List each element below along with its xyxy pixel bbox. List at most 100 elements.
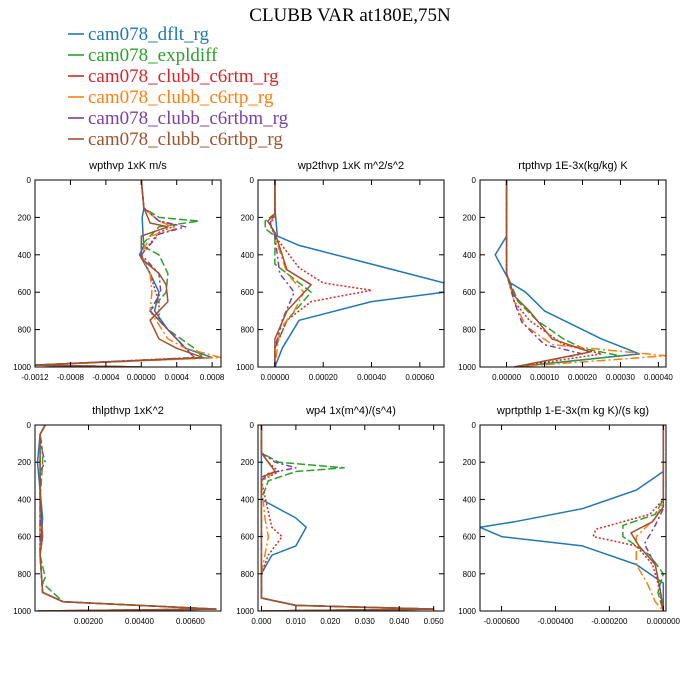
y-tick-label: 800 [241, 570, 255, 579]
panel-2: wp2thvp 1xK m^2/s^2 0 200 400 600 800 1000 0.00… [236, 160, 445, 382]
plot-frame [34, 424, 222, 612]
series-line-1 [480, 425, 665, 611]
panel-title: wprtpthlp 1-E-3x(m kg K)/(s kg) [496, 405, 649, 417]
series-line-4 [635, 425, 665, 611]
series-line-2 [37, 425, 217, 611]
y-tick-label: 800 [241, 326, 255, 335]
x-tick-label: 0.00030 [606, 373, 635, 382]
plot-frame [34, 179, 222, 368]
y-tick-label: 600 [463, 533, 477, 542]
y-tick-label: 200 [463, 213, 477, 222]
plot-frame [257, 179, 445, 368]
panel-3: rtpthvp 1E-3x(kg/kg) K 0 200 400 600 800 1000 0… [458, 160, 673, 382]
y-tick-label: 600 [18, 533, 32, 542]
plot-frame [257, 424, 445, 612]
y-tick-label: 0 [250, 421, 255, 430]
figure-title: CLUBB VAR at180E,75N [249, 5, 451, 26]
y-tick-label: 800 [18, 570, 32, 579]
y-tick-label: 600 [463, 288, 477, 297]
x-tick-label: 0.0004 [164, 373, 189, 382]
legend-entry: cam078_expldiff [68, 45, 218, 66]
series-line-3 [592, 425, 665, 611]
x-tick-label: 0.00000 [127, 373, 156, 382]
y-tick-label: 200 [241, 458, 255, 467]
legend-label: cam078_expldiff [88, 45, 218, 66]
y-tick-label: 0 [250, 176, 255, 185]
series-line-2 [264, 180, 312, 367]
x-tick-label: 0.00200 [74, 617, 103, 626]
legend-label: cam078_clubb_c6rtm_rg [88, 66, 279, 87]
x-tick-label: -0.000200 [591, 617, 628, 626]
y-tick-label: 400 [463, 495, 477, 504]
y-tick-label: 400 [241, 495, 255, 504]
x-tick-label: 0.0008 [200, 373, 225, 382]
series-line-5 [269, 180, 295, 367]
x-tick-label: -0.0008 [57, 373, 85, 382]
series-line-2 [622, 425, 665, 611]
y-tick-label: 200 [18, 213, 32, 222]
series-line-2 [260, 425, 435, 611]
x-tick-label: 0.020 [320, 617, 341, 626]
y-tick-label: 1000 [236, 363, 254, 372]
y-tick-label: 800 [463, 326, 477, 335]
x-tick-label: -0.000600 [484, 617, 521, 626]
y-tick-label: 0 [27, 176, 32, 185]
series-line-6 [35, 180, 205, 367]
x-tick-label: -0.0012 [21, 373, 49, 382]
panel-title: thlpthvp 1xK^2 [92, 405, 164, 417]
series-line-4 [505, 180, 666, 367]
y-tick-label: 0 [27, 421, 32, 430]
x-tick-label: 0.050 [424, 617, 445, 626]
x-tick-label: 0.00040 [357, 373, 386, 382]
legend-label: cam078_clubb_c6rtp_rg [88, 87, 274, 108]
series-line-2 [505, 180, 622, 367]
legend-label: cam078_dflt_rg [88, 24, 210, 45]
y-tick-label: 800 [18, 326, 32, 335]
y-tick-label: 0 [472, 421, 477, 430]
y-tick-label: 1000 [13, 607, 31, 616]
x-tick-label: 0.00060 [405, 373, 434, 382]
series-line-6 [266, 180, 312, 367]
series-line-5 [37, 425, 217, 611]
y-tick-label: 1000 [13, 363, 31, 372]
legend-entry: cam078_dflt_rg [68, 24, 210, 45]
panel-title: wp4 1x(m^4)/(s^4) [305, 405, 396, 417]
y-tick-label: 0 [472, 176, 477, 185]
y-tick-label: 800 [463, 570, 477, 579]
series-line-1 [36, 425, 217, 611]
series-line-3 [269, 180, 373, 367]
series-line-3 [35, 180, 196, 367]
x-tick-label: 0.00020 [309, 373, 338, 382]
y-tick-label: 400 [18, 495, 32, 504]
panel-4: thlpthvp 1xK^2 0 200 400 600 800 1000 0.00200 0.… [13, 405, 222, 626]
y-tick-label: 1000 [458, 607, 476, 616]
x-tick-label: 0.00040 [644, 373, 673, 382]
series-line-5 [260, 425, 435, 611]
plot-frame [479, 179, 667, 368]
panel-title: rtpthvp 1E-3x(kg/kg) K [518, 160, 628, 172]
legend-entry: cam078_clubb_c6rtm_rg [68, 66, 279, 87]
plot-frame [479, 424, 667, 612]
series-line-4 [37, 425, 217, 611]
series-line-2 [35, 180, 205, 367]
y-tick-label: 600 [241, 288, 255, 297]
y-tick-label: 400 [241, 251, 255, 260]
series-line-4 [35, 180, 221, 367]
legend-entry: cam078_clubb_c6rtp_rg [68, 87, 274, 108]
y-tick-label: 200 [18, 458, 32, 467]
series-line-6 [260, 425, 435, 611]
legend-entry: cam078_clubb_c6rtbm_rg [68, 108, 289, 129]
series-line-4 [260, 425, 435, 611]
x-tick-label: 0.000000 [647, 617, 681, 626]
panel-title: wpthvp 1xK m/s [88, 160, 167, 172]
x-tick-label: 0.00020 [568, 373, 597, 382]
x-tick-label: 0.00000 [492, 373, 521, 382]
y-tick-label: 1000 [236, 607, 254, 616]
x-tick-label: 0.00400 [125, 617, 154, 626]
series-line-1 [260, 425, 435, 611]
x-tick-label: 0.030 [355, 617, 376, 626]
series-line-6 [630, 425, 665, 611]
x-tick-label: 0.00010 [530, 373, 559, 382]
